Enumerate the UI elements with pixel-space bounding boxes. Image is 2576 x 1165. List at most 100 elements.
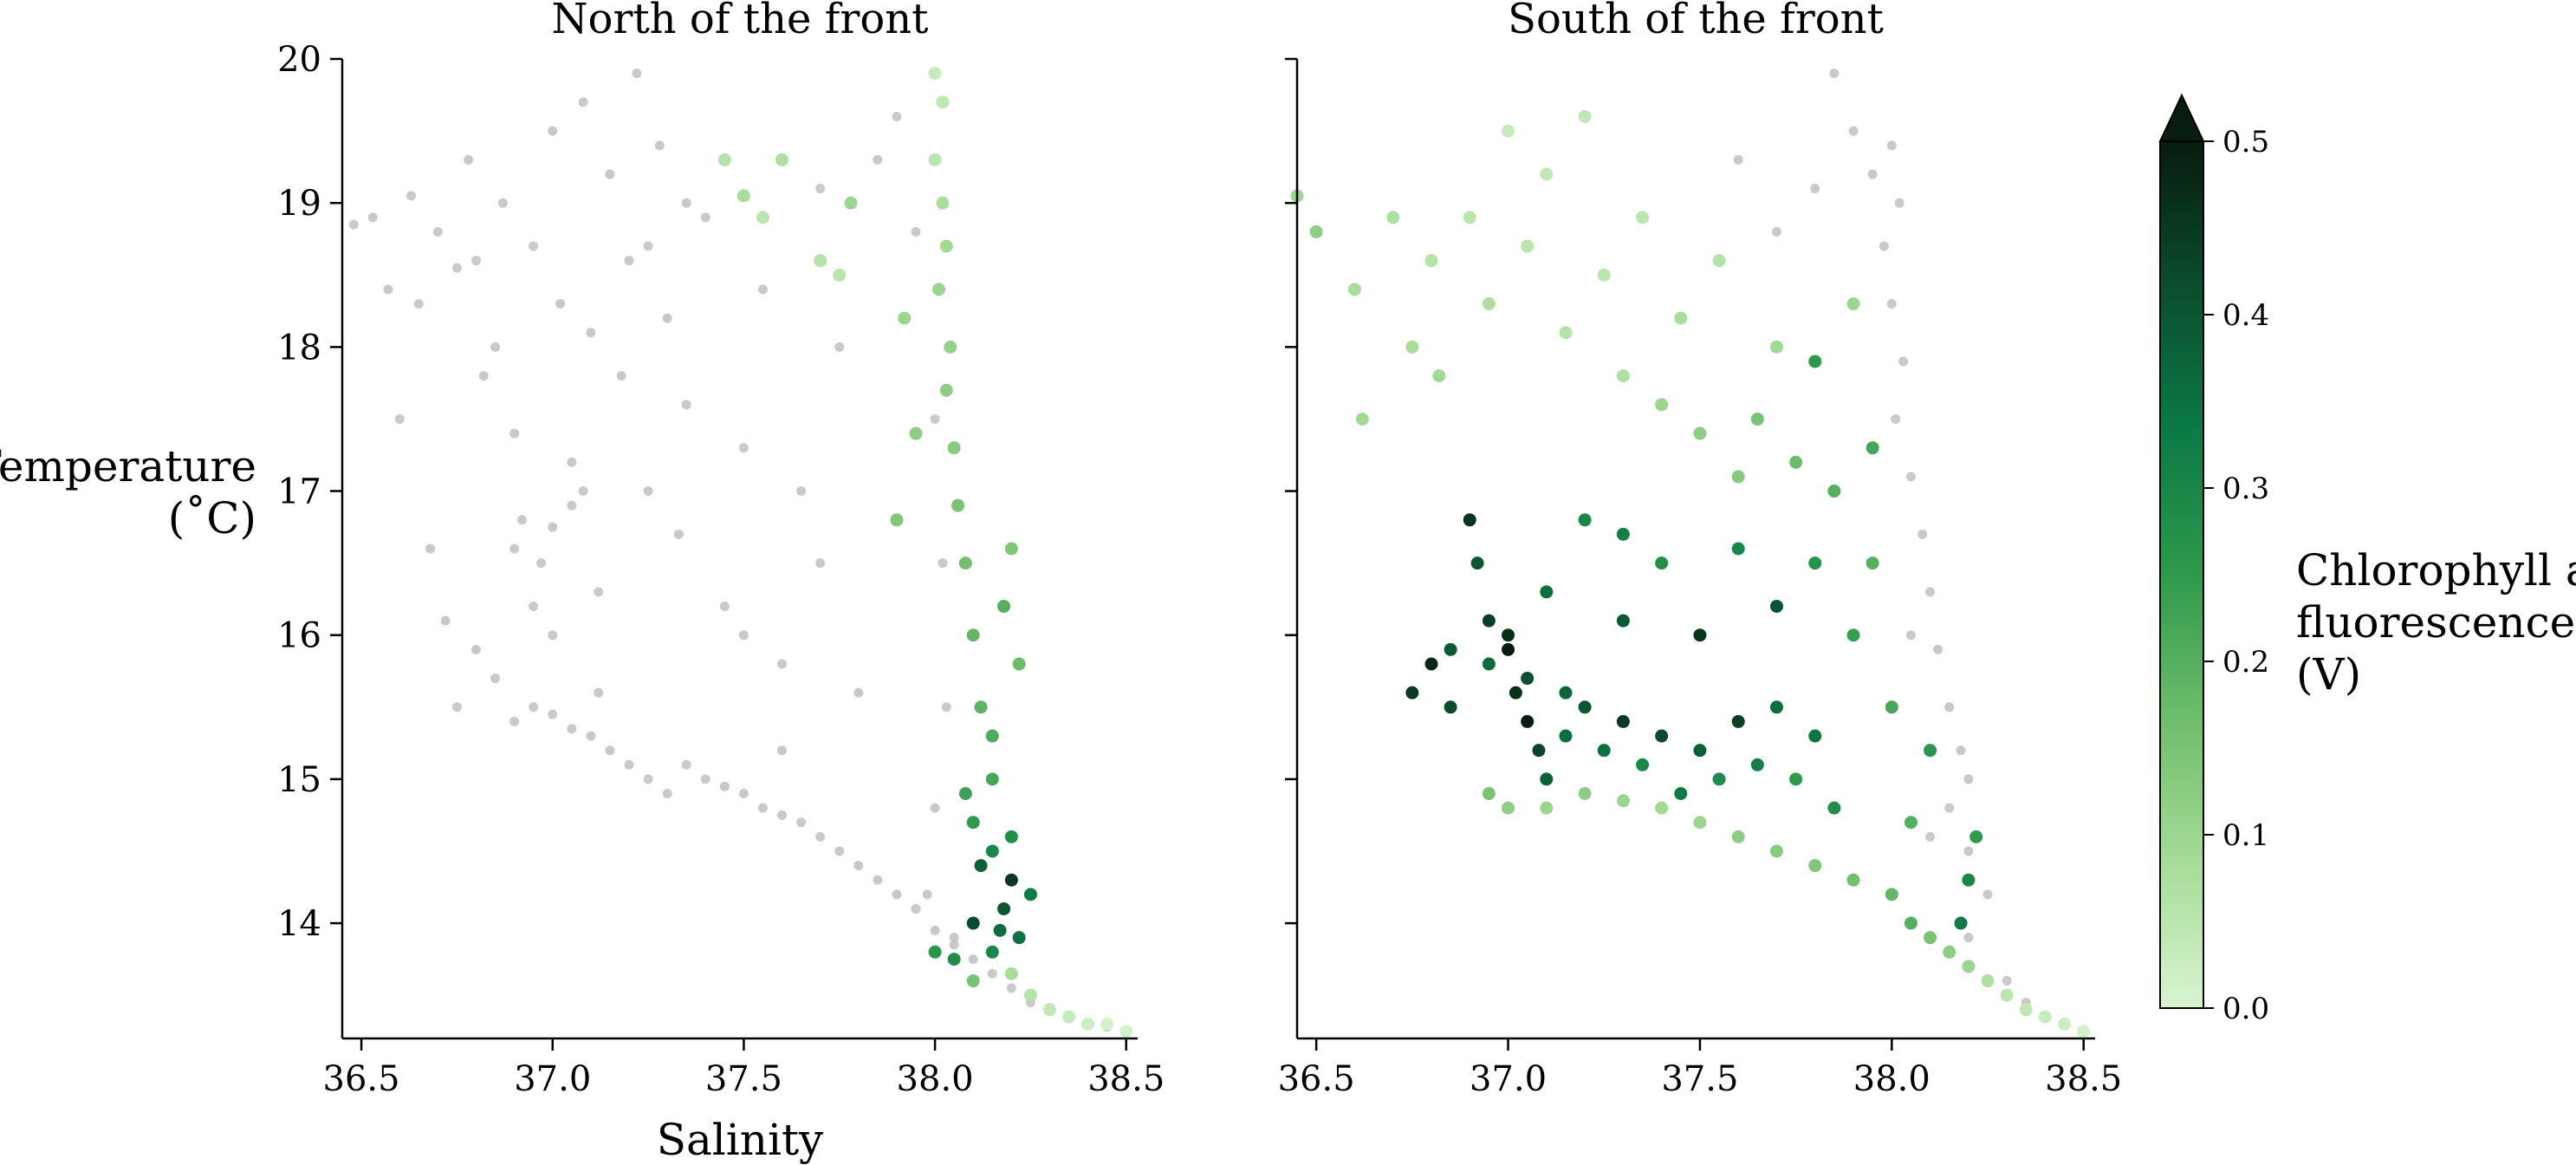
chlorophyll-point (1712, 772, 1726, 786)
gray-point (938, 558, 948, 569)
gray-point (605, 745, 615, 756)
chlorophyll-point (1597, 268, 1611, 282)
gray-point (440, 615, 451, 626)
gray-point (413, 299, 424, 309)
chlorophyll-point (928, 153, 942, 166)
chlorophyll-point (932, 283, 945, 296)
chlorophyll-point (1119, 1025, 1133, 1038)
chlorophyll-point (1482, 657, 1496, 671)
gray-point (1963, 846, 1974, 856)
chlorophyll-point (775, 153, 789, 166)
colorbar-tick-label: 0.0 (2222, 992, 2269, 1026)
chlorophyll-point (985, 945, 999, 959)
gray-point (529, 601, 539, 611)
colorbar-tick-label: 0.5 (2222, 125, 2269, 159)
gray-point (738, 443, 749, 453)
x-tick-label: 38.0 (1853, 1059, 1930, 1099)
gray-point (1932, 644, 1943, 654)
chlorophyll-point (1655, 398, 1669, 412)
chlorophyll-point (1470, 556, 1484, 570)
chlorophyll-point (1004, 542, 1018, 556)
chlorophyll-point (1482, 614, 1496, 628)
chlorophyll-point (1578, 787, 1592, 800)
x-tick-label: 37.0 (514, 1059, 591, 1099)
gray-point (643, 774, 653, 784)
gray-point (930, 413, 940, 424)
chlorophyll-point (993, 923, 1007, 937)
chlorophyll-point (1482, 787, 1496, 800)
gray-point (586, 328, 596, 338)
chlorophyll-point (2077, 1025, 2091, 1038)
chlorophyll-point (1808, 355, 1822, 368)
gray-point (930, 925, 940, 935)
chlorophyll-point (1846, 873, 1860, 887)
colorbar: 0.0 0.1 0.2 0.3 0.4 0.5 Chlorophyll a fluoresc… (2158, 93, 2576, 1026)
colorbar-tick-label: 0.3 (2222, 472, 2269, 506)
chlorophyll-point (997, 599, 1011, 613)
gray-point (662, 313, 672, 323)
chlorophyll-point (944, 340, 957, 354)
gray-point (516, 515, 527, 525)
chlorophyll-point (1502, 642, 1515, 656)
chlorophyll-point (1674, 311, 1688, 325)
chlorophyll-point (1463, 513, 1476, 527)
colorbar-label-line: Chlorophyll a (2296, 545, 2576, 596)
chlorophyll-point (985, 772, 999, 786)
chlorophyll-point (1846, 628, 1860, 642)
chlorophyll-point (939, 383, 953, 397)
chlorophyll-point (2058, 1017, 2072, 1031)
panel-south-title: South of the front (1508, 0, 1884, 43)
chlorophyll-point (947, 953, 961, 966)
gray-point (529, 702, 539, 713)
ylabel-line: (˚C) (168, 493, 256, 543)
gray-point (777, 810, 788, 820)
gray-point (451, 263, 462, 273)
chlorophyll-point (974, 859, 988, 873)
gray-point (1905, 630, 1916, 641)
ylabel-line: Temperature (0, 441, 256, 491)
chlorophyll-point (1693, 426, 1707, 440)
chlorophyll-point (1004, 830, 1018, 843)
chlorophyll-point (2038, 1010, 2052, 1024)
gray-point (490, 674, 501, 684)
colorbar-label-line: (V) (2296, 649, 2361, 700)
chlorophyll-point (1750, 412, 1764, 426)
gray-point (548, 630, 558, 641)
chlorophyll-point (966, 628, 980, 642)
chlorophyll-point (1081, 1017, 1095, 1031)
chlorophyll-point (1100, 1017, 1114, 1031)
x-tick-label: 38.0 (897, 1059, 974, 1099)
gray-point (548, 709, 558, 719)
gray-point (941, 702, 951, 713)
chlorophyll-point (966, 916, 980, 930)
chlorophyll-point (1616, 794, 1630, 808)
gray-point (834, 342, 845, 352)
gray-point (834, 846, 845, 856)
gray-point (681, 198, 691, 208)
chlorophyll-point (717, 153, 731, 166)
chlorophyll-point (1924, 744, 1937, 758)
chlorophyll-point (1827, 485, 1841, 498)
gray-point (662, 789, 672, 798)
panel-north-title: North of the front (552, 0, 929, 43)
x-tick-label: 37.5 (1661, 1059, 1738, 1099)
chlorophyll-point (1655, 801, 1669, 815)
x-tick-label: 37.0 (1470, 1059, 1547, 1099)
gray-point (567, 724, 577, 734)
chlorophyll-point (1355, 412, 1369, 426)
y-tick-label: 16 (277, 616, 321, 656)
gray-point (1006, 983, 1016, 993)
gray-point (1894, 198, 1904, 208)
gray-point (1982, 889, 1993, 900)
gray-point (509, 716, 520, 726)
chlorophyll-point (936, 95, 950, 109)
chlorophyll-point (1309, 225, 1323, 238)
chlorophyll-point (1865, 441, 1879, 455)
chlorophyll-point (1808, 729, 1822, 743)
gray-point (2002, 976, 2012, 986)
chlorophyll-point (958, 787, 972, 800)
chlorophyll-point (1693, 744, 1707, 758)
chlorophyll-point (890, 513, 904, 527)
gray-point (681, 400, 691, 410)
gray-point (509, 428, 520, 439)
